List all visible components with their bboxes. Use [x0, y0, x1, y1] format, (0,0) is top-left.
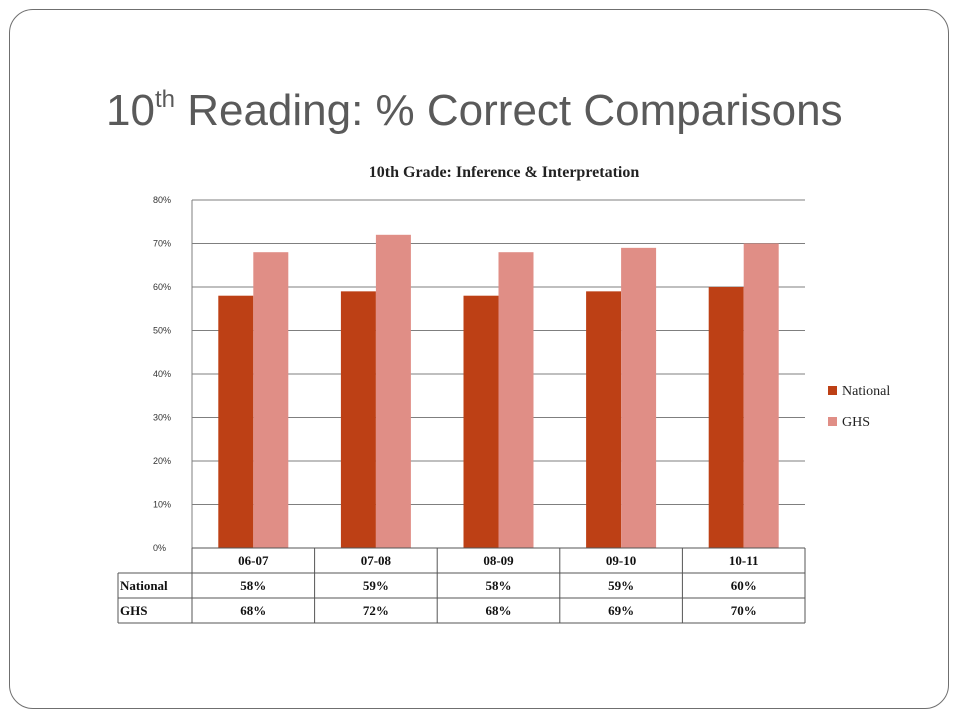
bar-ghs-09-10: [621, 247, 657, 548]
y-tick-label: 0%: [153, 543, 166, 553]
legend-swatch-ghs: [828, 417, 837, 426]
legend-label-ghs: GHS: [842, 415, 870, 430]
y-tick-label: 70%: [153, 239, 171, 249]
y-axis: 0% 10% 20% 30% 40% 50% 60% 70% 80%: [153, 195, 193, 553]
bar-national-07-08: [340, 291, 376, 548]
slide-frame: [9, 9, 949, 709]
table-header-08-09: 08-09: [483, 553, 514, 568]
bar-ghs-06-07: [253, 252, 289, 548]
table-cell-national-08-09: 58%: [486, 578, 512, 593]
table-header-10-11: 10-11: [729, 553, 759, 568]
bar-national-10-11: [708, 287, 744, 548]
table-cell-national-09-10: 59%: [608, 578, 634, 593]
slide-title: 10th Reading: % Correct Comparisons: [106, 88, 843, 133]
table-cell-ghs-09-10: 69%: [608, 603, 634, 618]
y-tick-label: 40%: [153, 369, 171, 379]
table-cell-national-06-07: 58%: [240, 578, 266, 593]
table-row-label-ghs: GHS: [120, 603, 147, 618]
y-tick-label: 60%: [153, 282, 171, 292]
chart-title: 10th Grade: Inference & Interpretation: [369, 164, 640, 181]
table-cell-ghs-07-08: 72%: [363, 603, 389, 618]
table-cell-national-07-08: 59%: [363, 578, 389, 593]
table-cell-national-10-11: 60%: [731, 578, 757, 593]
legend-label-national: National: [842, 384, 890, 399]
y-tick-label: 30%: [153, 413, 171, 423]
y-tick-label: 20%: [153, 456, 171, 466]
bar-ghs-10-11: [743, 243, 779, 548]
y-tick-label: 10%: [153, 500, 171, 510]
bar-national-06-07: [218, 295, 254, 548]
table-cell-ghs-06-07: 68%: [240, 603, 266, 618]
bar-national-08-09: [463, 295, 499, 548]
legend-swatch-national: [828, 386, 837, 395]
slide-title-main: 10: [106, 86, 155, 135]
table-header-07-08: 07-08: [361, 553, 392, 568]
bars: [218, 234, 779, 549]
table-cell-ghs-10-11: 70%: [731, 603, 757, 618]
table-header-09-10: 09-10: [606, 553, 636, 568]
data-table: 06-07 07-08 08-09 09-10 10-11 National 58% 59% 5…: [117, 547, 806, 624]
table-cell-ghs-08-09: 68%: [486, 603, 512, 618]
slide-title-superscript: th: [154, 86, 175, 113]
bar-ghs-08-09: [498, 252, 534, 548]
bar-national-09-10: [586, 291, 622, 548]
y-tick-label: 80%: [153, 195, 171, 205]
table-header-06-07: 06-07: [238, 553, 269, 568]
table-row-label-national: National: [120, 578, 168, 593]
legend: National GHS: [828, 384, 890, 430]
y-tick-label: 50%: [153, 326, 171, 336]
slide-title-rest: Reading: % Correct Comparisons: [174, 86, 843, 135]
bar-ghs-07-08: [375, 234, 411, 549]
